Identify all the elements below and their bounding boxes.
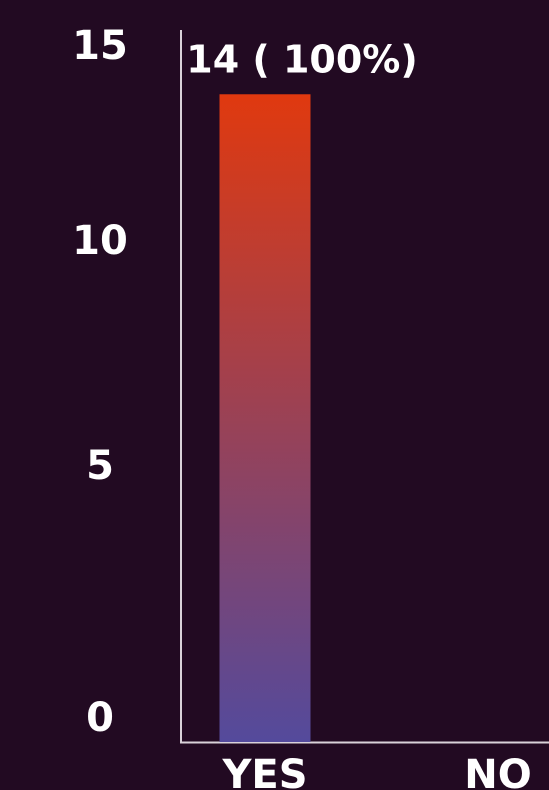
x-axis-labels: YES NO <box>221 752 531 790</box>
y-tick-label: 15 <box>72 23 128 69</box>
y-tick-label: 0 <box>86 695 114 741</box>
bar-yes <box>220 94 311 742</box>
y-axis-ticks: 0 5 10 15 <box>72 23 128 741</box>
y-tick-label: 5 <box>86 443 114 489</box>
y-tick-label: 10 <box>72 218 128 264</box>
data-labels-group: 14 ( 100%) <box>186 38 417 82</box>
data-label-yes: 14 ( 100%) <box>186 38 417 82</box>
x-category-label: NO <box>464 752 531 790</box>
x-category-label: YES <box>221 752 307 790</box>
bars-group <box>220 94 311 742</box>
